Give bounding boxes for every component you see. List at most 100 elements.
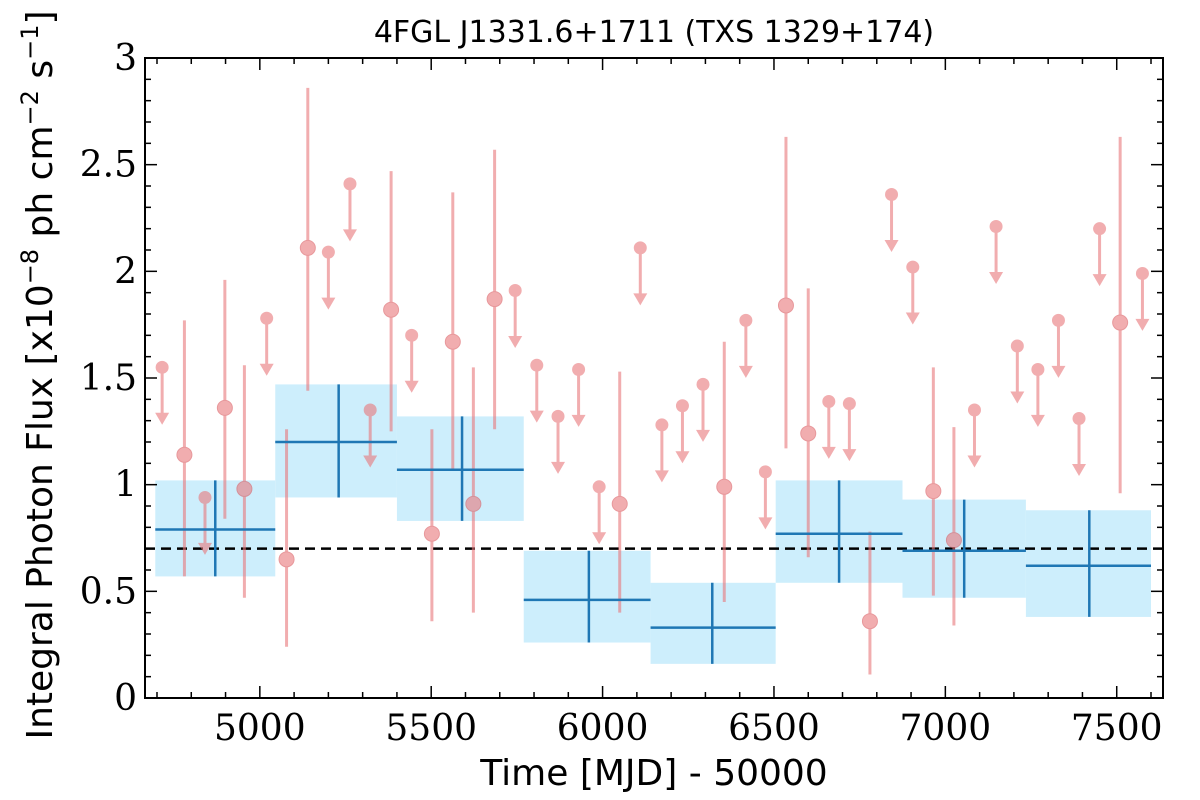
chart-title: 4FGL J1331.6+1711 (TXS 1329+174) <box>374 15 934 50</box>
upper-limit-13 <box>654 418 669 483</box>
upper-limit-22 <box>967 403 982 468</box>
upper-limit-marker-10 <box>572 362 586 376</box>
upper-limit-arrow-0 <box>155 412 170 425</box>
upper-limit-marker-9 <box>551 409 565 423</box>
upper-limit-marker-24 <box>1010 339 1024 353</box>
upper-limit-arrow-21 <box>905 312 920 325</box>
upper-limit-0 <box>155 360 170 425</box>
upper-limit-marker-4 <box>343 177 357 191</box>
upper-limit-arrow-6 <box>404 380 419 393</box>
upper-limit-arrow-7 <box>508 336 523 348</box>
upper-limit-marker-27 <box>1072 412 1086 426</box>
y-axis-label: Integral Photon Flux [x10−8 ph cm−2 s−1] <box>16 10 61 739</box>
upper-limit-arrow-22 <box>967 455 982 468</box>
upper-limit-arrow-15 <box>696 429 711 442</box>
upper-limit-marker-23 <box>989 220 1003 234</box>
upper-limit-marker-11 <box>592 480 606 494</box>
upper-limit-17 <box>758 465 773 530</box>
detection-marker-6 <box>423 525 440 542</box>
detection-marker-11 <box>716 478 733 495</box>
upper-limit-marker-13 <box>655 418 669 432</box>
upper-limit-19 <box>842 397 857 462</box>
y-axis-label-part3: s <box>20 60 61 90</box>
upper-limit-arrow-18 <box>821 446 836 459</box>
upper-limit-20 <box>884 188 899 252</box>
plot-frame <box>144 57 1164 699</box>
upper-limit-marker-28 <box>1093 222 1107 236</box>
upper-limit-marker-2 <box>260 311 274 325</box>
upper-limit-29 <box>1135 266 1150 331</box>
upper-limit-marker-21 <box>906 260 920 274</box>
upper-limit-arrow-26 <box>1051 365 1066 378</box>
upper-limit-arrow-14 <box>675 451 690 464</box>
upper-limit-arrow-9 <box>551 461 566 474</box>
upper-limit-11 <box>592 480 607 545</box>
detection-7 <box>444 192 461 470</box>
upper-limit-18 <box>821 394 836 459</box>
detection-marker-3 <box>278 551 295 568</box>
upper-limit-6 <box>404 328 419 393</box>
upper-limit-9 <box>551 409 566 474</box>
upper-limit-21 <box>905 260 920 325</box>
detection-15 <box>925 367 942 596</box>
upper-limit-marker-22 <box>967 403 981 417</box>
detection-marker-14 <box>861 613 878 630</box>
upper-limit-25 <box>1030 362 1045 427</box>
upper-limit-marker-18 <box>822 394 836 408</box>
detection-5 <box>383 171 400 432</box>
x-axis: 5000 5500 6000 6500 7000 7500 <box>156 58 1163 749</box>
upper-limit-4 <box>342 177 357 242</box>
y-tick-label-0: 0 <box>114 678 137 719</box>
upper-limit-8 <box>529 358 544 423</box>
upper-limit-arrow-3 <box>321 297 336 310</box>
upper-limit-1 <box>197 490 212 555</box>
x-tick-label-7000: 7000 <box>900 708 992 749</box>
upper-limit-marker-16 <box>739 313 753 327</box>
x-axis-label: Time [MJD] - 50000 <box>479 753 827 794</box>
upper-limit-marker-14 <box>675 399 689 413</box>
detection-3 <box>278 429 295 647</box>
upper-limit-arrow-5 <box>363 455 378 468</box>
detection-8 <box>465 367 482 613</box>
detection-marker-17 <box>1112 314 1129 331</box>
upper-limit-26 <box>1051 313 1066 378</box>
upper-limit-arrow-10 <box>571 414 586 427</box>
upper-limit-marker-3 <box>321 245 335 259</box>
upper-limit-2 <box>259 311 274 376</box>
detection-marker-12 <box>777 297 794 314</box>
upper-limit-marker-17 <box>758 465 772 479</box>
x-tick-label-5500: 5500 <box>385 708 477 749</box>
upper-limit-marker-19 <box>842 397 856 411</box>
upper-limit-marker-8 <box>530 358 544 372</box>
upper-limit-marker-20 <box>885 188 899 202</box>
upper-limit-arrow-17 <box>758 517 773 530</box>
x-tick-label-6500: 6500 <box>728 708 820 749</box>
upper-limit-arrow-8 <box>529 410 544 423</box>
upper-limit-marker-25 <box>1031 362 1045 376</box>
upper-limit-7 <box>508 284 523 348</box>
detection-marker-2 <box>236 480 253 497</box>
y-tick-label-5: 2.5 <box>80 145 137 186</box>
detection-6 <box>423 429 440 622</box>
upper-limit-marker-26 <box>1051 313 1065 327</box>
detection-marker-16 <box>945 532 962 549</box>
upper-limit-arrow-4 <box>342 229 357 242</box>
upper-limit-arrow-1 <box>197 542 212 555</box>
detection-marker-4 <box>299 239 316 256</box>
detection-marker-9 <box>486 291 503 308</box>
y-tick-label-6: 3 <box>114 38 137 79</box>
y-axis-label-part2: ph cm <box>20 125 61 248</box>
y-axis-label-part4: ] <box>20 10 61 24</box>
upper-limit-marker-29 <box>1135 266 1149 280</box>
detection-2 <box>236 365 253 598</box>
upper-limit-arrow-16 <box>738 365 753 378</box>
detection-marker-13 <box>800 425 817 442</box>
upper-limit-marker-7 <box>508 284 522 298</box>
detection-1 <box>216 279 233 519</box>
detection-16 <box>945 427 962 626</box>
upper-limit-5 <box>363 403 378 468</box>
detection-marker-7 <box>444 333 461 350</box>
upper-limit-15 <box>696 377 711 442</box>
detection-marker-0 <box>176 446 193 463</box>
